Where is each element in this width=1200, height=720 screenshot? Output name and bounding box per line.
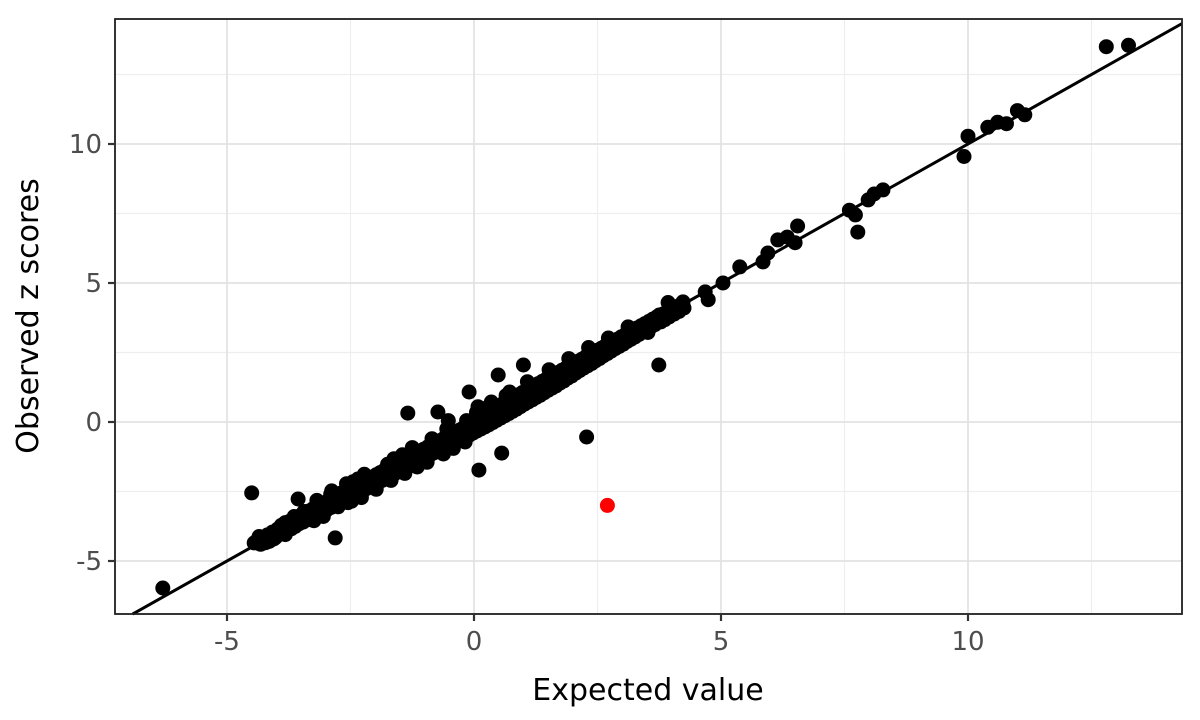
data-point-observed-z-scores <box>400 405 416 421</box>
data-point-observed-z-scores <box>651 357 667 373</box>
data-point-observed-z-scores <box>155 580 171 596</box>
data-point-observed-z-scores <box>732 259 748 275</box>
data-point-observed-z-scores <box>430 404 446 420</box>
data-point-observed-z-scores <box>286 509 302 524</box>
x-axis-title: Expected value <box>532 673 763 708</box>
y-axis-title: Observed z scores <box>11 178 46 453</box>
data-point-observed-z-scores <box>490 367 506 383</box>
panel-border <box>114 18 1183 615</box>
data-point-observed-z-scores <box>386 451 402 467</box>
data-point-observed-z-scores <box>470 399 486 415</box>
y-tick-label: -5 <box>76 547 102 577</box>
data-point-observed-z-scores <box>700 292 716 308</box>
data-point-observed-z-scores <box>488 406 504 422</box>
y-tick-label: 0 <box>85 408 102 438</box>
data-point-observed-z-scores <box>502 384 518 400</box>
data-point-observed-z-scores <box>956 149 972 164</box>
data-point-observed-z-scores <box>620 319 636 335</box>
data-point-highlighted-outlier <box>599 497 615 513</box>
scatter-points <box>155 37 1136 596</box>
data-point-observed-z-scores <box>519 374 535 390</box>
data-point-observed-z-scores <box>675 294 691 310</box>
data-point-observed-z-scores <box>471 462 487 478</box>
data-point-observed-z-scores <box>461 384 477 400</box>
data-point-observed-z-scores <box>419 454 435 470</box>
data-point-observed-z-scores <box>327 530 343 546</box>
data-point-observed-z-scores <box>494 445 510 461</box>
data-point-observed-z-scores <box>515 357 531 373</box>
data-point-observed-z-scores <box>600 330 616 346</box>
data-point-observed-z-scores <box>579 429 595 445</box>
data-point-observed-z-scores <box>787 235 803 251</box>
data-point-observed-z-scores <box>383 472 399 488</box>
data-point-observed-z-scores <box>999 116 1014 132</box>
data-point-observed-z-scores <box>309 492 325 508</box>
minor-gridlines <box>115 19 1182 614</box>
x-tick-label: 0 <box>466 627 483 657</box>
data-point-observed-z-scores <box>518 389 534 405</box>
data-point-observed-z-scores <box>1121 37 1136 53</box>
data-point-observed-z-scores <box>1098 39 1114 55</box>
data-point-observed-z-scores <box>339 476 354 492</box>
x-tick-label: 5 <box>713 627 730 657</box>
y-tick-label: 5 <box>85 269 102 299</box>
data-point-observed-z-scores <box>483 394 499 410</box>
x-tick-label: -5 <box>214 627 240 657</box>
data-point-observed-z-scores <box>397 465 413 481</box>
data-point-observed-z-scores <box>290 491 306 507</box>
data-point-observed-z-scores <box>581 340 597 355</box>
data-point-observed-z-scores <box>541 362 557 378</box>
data-point-observed-z-scores <box>651 307 667 323</box>
data-point-observed-z-scores <box>344 493 359 509</box>
data-point-observed-z-scores <box>715 275 731 291</box>
data-point-observed-z-scores <box>1017 107 1033 123</box>
data-point-observed-z-scores <box>244 485 260 501</box>
axis-tick-marks <box>108 142 970 621</box>
data-point-observed-z-scores <box>445 440 461 456</box>
data-point-observed-z-scores <box>324 483 340 499</box>
data-point-observed-z-scores <box>457 434 473 450</box>
y-tick-label: 10 <box>69 130 102 160</box>
data-point-observed-z-scores <box>660 295 676 310</box>
data-point-observed-z-scores <box>760 245 776 261</box>
data-point-observed-z-scores <box>850 224 866 240</box>
data-point-observed-z-scores <box>330 499 346 515</box>
data-point-observed-z-scores <box>538 378 554 394</box>
data-point-observed-z-scores <box>790 218 806 234</box>
data-point-observed-z-scores <box>440 413 456 429</box>
data-point-observed-z-scores <box>356 466 372 482</box>
x-tick-label: 10 <box>951 627 984 657</box>
data-point-observed-z-scores <box>640 325 656 340</box>
data-point-observed-z-scores <box>960 128 976 144</box>
data-point-observed-z-scores <box>875 182 891 198</box>
data-point-observed-z-scores <box>847 207 863 223</box>
major-gridlines <box>115 19 1182 614</box>
axis-tick-labels: -5 0 5 10 -5 0 5 10 <box>69 130 985 657</box>
